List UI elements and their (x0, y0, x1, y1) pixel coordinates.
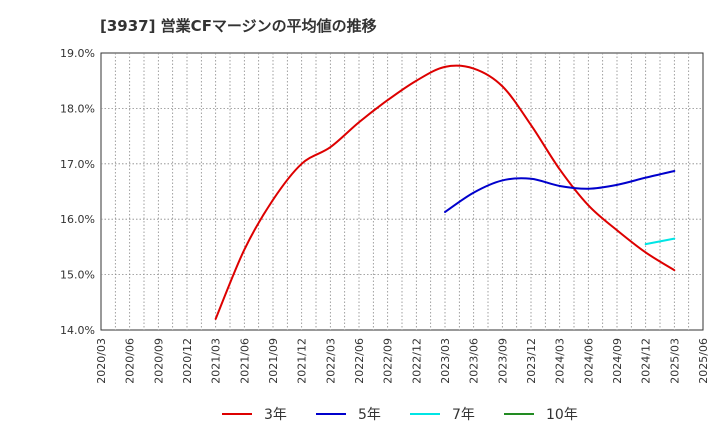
x-tick-label: 2021/12 (296, 338, 309, 384)
x-tick-label: 2022/09 (382, 338, 395, 384)
y-tick-label: 15.0% (60, 269, 95, 282)
x-tick-label: 2021/06 (238, 338, 251, 384)
x-tick-label: 2023/06 (468, 338, 481, 384)
x-tick-label: 2021/09 (267, 338, 280, 384)
series-line (644, 237, 676, 246)
x-tick-label: 2025/06 (697, 338, 710, 384)
y-axis-ticks: 14.0% 15.0% 16.0% 17.0% 18.0% 19.0% (60, 47, 95, 337)
x-tick-label: 2022/12 (410, 338, 423, 384)
series-line (444, 170, 676, 213)
y-tick-label: 17.0% (60, 158, 95, 171)
legend-label: 5年 (358, 407, 381, 423)
x-tick-label: 2023/12 (525, 338, 538, 384)
y-tick-label: 14.0% (60, 324, 95, 337)
x-tick-label: 2020/09 (152, 338, 165, 384)
legend: 3年 5年 7年 10年 (222, 407, 578, 423)
legend-label: 3年 (264, 407, 287, 423)
y-tick-label: 18.0% (60, 102, 95, 115)
x-tick-label: 2024/09 (611, 338, 624, 384)
x-tick-label: 2022/03 (324, 338, 337, 384)
x-tick-label: 2024/06 (582, 338, 595, 384)
x-tick-label: 2022/06 (353, 338, 366, 384)
x-tick-label: 2020/12 (181, 338, 194, 384)
legend-label: 10年 (546, 407, 578, 423)
x-tick-label: 2023/03 (439, 338, 452, 384)
x-tick-label: 2023/09 (496, 338, 509, 384)
x-tick-label: 2021/03 (210, 338, 223, 384)
x-tick-label: 2025/03 (668, 338, 681, 384)
grid (101, 53, 703, 330)
y-tick-label: 19.0% (60, 47, 95, 60)
chart-title: [3937] 営業CFマージンの平均値の推移 (100, 17, 377, 35)
y-tick-label: 16.0% (60, 213, 95, 226)
x-tick-label: 2024/12 (640, 338, 653, 384)
legend-label: 7年 (452, 407, 475, 423)
series-line (214, 64, 676, 320)
x-tick-label: 2020/03 (95, 338, 108, 384)
x-tick-label: 2024/03 (554, 338, 567, 384)
x-axis-ticks: 2020/03 2020/06 2020/09 2020/12 2021/03 2021/… (95, 338, 710, 384)
x-tick-label: 2020/06 (124, 338, 137, 384)
series-lines (214, 64, 676, 320)
